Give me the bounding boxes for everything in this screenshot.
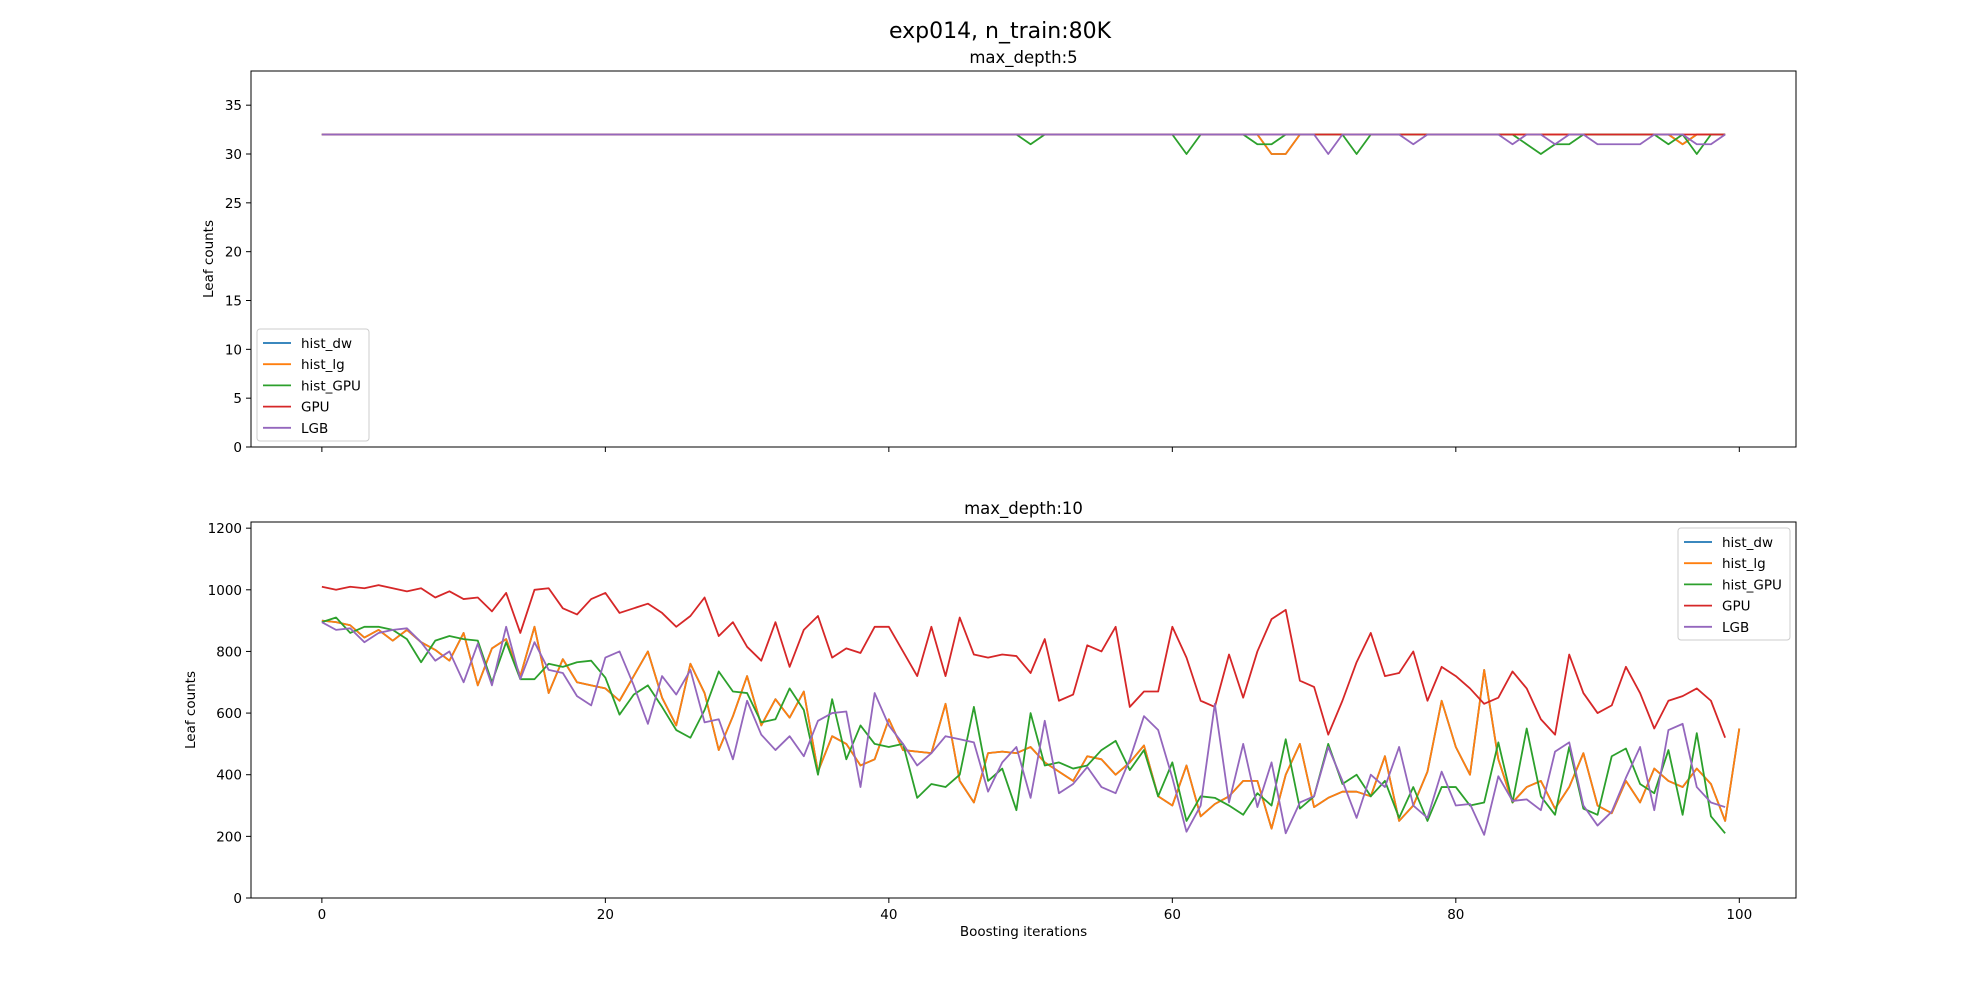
legend-label-hist_dw: hist_dw — [1722, 535, 1773, 551]
axes-frame — [250, 70, 1797, 448]
axes-frame — [250, 521, 1797, 899]
x-tick-label: 80 — [1447, 907, 1464, 923]
axes-panel-1: 0 5 10 15 20 25 30 35 max_depth:5 Leaf counts hist… — [201, 48, 1797, 456]
y-tick-label: 0 — [233, 891, 242, 907]
figure-suptitle: exp014, n_train:80K — [889, 19, 1112, 44]
legend: hist_dw hist_lg hist_GPU GPU LGB — [256, 328, 370, 442]
plot-area — [251, 522, 1796, 898]
y-tick-label: 400 — [216, 768, 242, 784]
legend-label-GPU: GPU — [301, 400, 329, 416]
x-tick-label: 40 — [880, 907, 897, 923]
legend-label-LGB: LGB — [1722, 620, 1749, 636]
y-tick-label: 5 — [233, 391, 242, 407]
x-axis-label: Boosting iterations — [960, 924, 1087, 940]
y-axis-label: Leaf counts — [183, 671, 199, 749]
x-tick-label: 20 — [597, 907, 614, 923]
series-line-GPU — [321, 584, 1726, 739]
legend: hist_dw hist_lg hist_GPU GPU LGB — [1677, 527, 1791, 641]
y-tick-label: 20 — [225, 245, 242, 261]
axes-panel-2: 0 20 40 60 80 100020040060080010001200max_dep… — [183, 499, 1797, 940]
legend-box — [1677, 527, 1791, 641]
x-tick-label: 100 — [1726, 907, 1752, 923]
y-tick-label: 1000 — [208, 583, 242, 599]
y-tick-label: 35 — [225, 98, 242, 114]
legend-label-hist_GPU: hist_GPU — [1722, 577, 1782, 593]
x-tick-label: 0 — [318, 907, 327, 923]
y-tick-label: 200 — [216, 829, 242, 845]
legend-label-hist_dw: hist_dw — [301, 336, 352, 352]
legend-box — [256, 328, 370, 442]
y-tick-label: 1200 — [208, 521, 242, 537]
y-tick-label: 0 — [233, 440, 242, 456]
legend-label-LGB: LGB — [301, 421, 328, 437]
plot-area — [251, 71, 1796, 447]
legend-label-hist_lg: hist_lg — [301, 357, 345, 373]
series-line-hist_lg — [321, 619, 1741, 830]
axes-title: max_depth:10 — [964, 499, 1083, 519]
axes-root: 0 5 10 15 20 25 30 35 max_depth:5 Leaf counts hist… — [183, 48, 1797, 940]
x-tick-label: 60 — [1164, 907, 1181, 923]
series-line-LGB — [321, 133, 1726, 155]
y-tick-label: 25 — [225, 196, 242, 212]
series-line-LGB — [321, 621, 1726, 836]
legend-label-hist_lg: hist_lg — [1722, 556, 1766, 572]
legend-label-hist_GPU: hist_GPU — [301, 378, 361, 394]
y-axis-label: Leaf counts — [201, 220, 217, 298]
y-tick-label: 800 — [216, 644, 242, 660]
y-tick-label: 30 — [225, 147, 242, 163]
y-tick-label: 10 — [225, 342, 242, 358]
y-tick-label: 600 — [216, 706, 242, 722]
legend-label-GPU: GPU — [1722, 599, 1750, 615]
axes-title: max_depth:5 — [969, 48, 1077, 68]
series-line-hist_GPU — [321, 616, 1726, 834]
y-tick-label: 15 — [225, 294, 242, 310]
